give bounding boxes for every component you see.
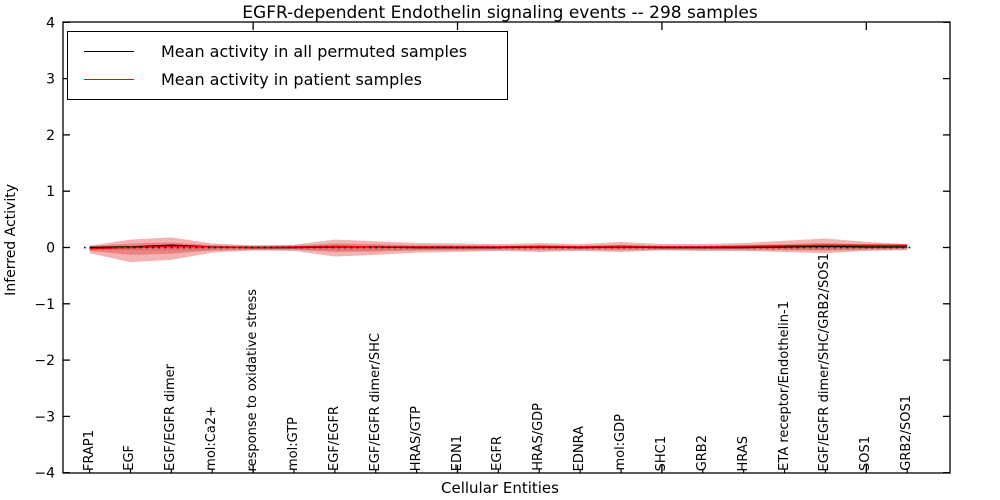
y-tick-label: −1 (34, 297, 55, 313)
permuted-line-swatch-icon (84, 50, 134, 52)
legend-label: Mean activity in all permuted samples (161, 41, 468, 61)
legend-entry-patient: Mean activity in patient samples (84, 70, 507, 89)
y-tick-label: 1 (46, 184, 55, 200)
legend: Mean activity in all permuted samples Me… (67, 31, 508, 100)
y-tick-label: −4 (34, 466, 55, 482)
y-tick-label: 2 (46, 128, 55, 144)
chart-title: EGFR-dependent Endothelin signaling even… (242, 3, 758, 23)
patient-band-outer (89, 237, 908, 263)
y-tick-label: 4 (46, 15, 55, 31)
legend-label: Mean activity in patient samples (161, 70, 422, 90)
patient-mean-line (89, 244, 908, 250)
y-tick-label: −2 (34, 353, 55, 369)
x-axis-label: Cellular Entities (441, 479, 559, 497)
patient-band-inner (89, 242, 908, 255)
legend-entry-permuted: Mean activity in all permuted samples (84, 42, 507, 61)
patient-line-swatch-icon (84, 79, 134, 81)
y-tick-label: 3 (46, 72, 55, 88)
y-tick-label: −3 (34, 409, 55, 425)
y-tick-label: 0 (46, 241, 55, 257)
